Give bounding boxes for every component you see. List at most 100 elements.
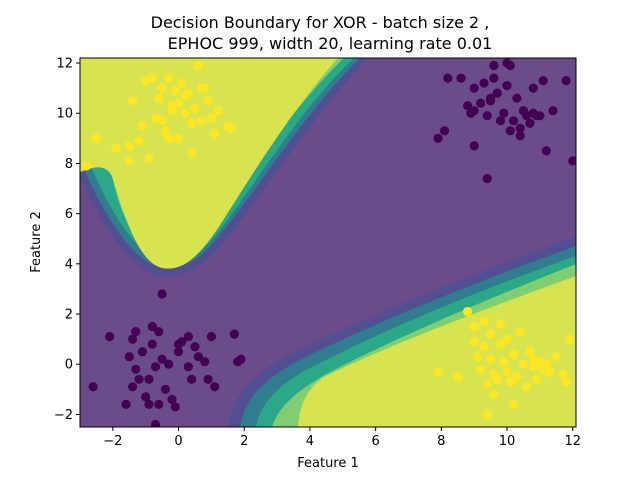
y-axis-label: Feature 2 (29, 211, 44, 273)
plot-frame (79, 57, 577, 428)
data-point-class-1-group-0-38 (167, 106, 177, 116)
data-point-class-0-group-2-25 (173, 347, 184, 357)
data-point-class-0-group-3-35 (505, 60, 515, 71)
data-point-class-0-group-2-5 (128, 382, 138, 392)
data-point-class-1-group-0-16 (164, 133, 174, 143)
data-point-class-1-group-0-2 (111, 143, 121, 153)
x-axis-label: Feature 1 (297, 456, 359, 471)
data-point-class-1-group-0-25 (187, 148, 197, 158)
data-point-class-1-group-1-2 (463, 306, 473, 317)
data-point-class-0-group-3-8 (469, 83, 479, 93)
data-point-class-0-group-2-36 (210, 382, 220, 392)
data-point-class-0-group-3-25 (525, 118, 535, 128)
data-point-class-1-group-1-16 (502, 334, 512, 344)
axes: −2 0 2 4 6 8 10 12 −2 0 2 4 6 8 10 12 (54, 57, 581, 449)
data-point-class-0-group-2-4 (128, 334, 138, 344)
data-point-class-1-group-0-5 (128, 96, 138, 106)
chart-title-line-2: EPHOC 999, width 20, learning rate 0.01 (168, 34, 493, 53)
data-point-class-0-group-2-33 (200, 357, 210, 367)
data-point-class-1-group-1-35 (508, 399, 519, 409)
data-point-class-1-group-1-13 (495, 319, 506, 329)
data-point-class-1-group-0-11 (154, 93, 164, 103)
data-point-class-1-group-1-30 (558, 369, 568, 379)
data-point-class-1-group-0-6 (134, 136, 144, 146)
data-point-class-0-group-3-33 (568, 156, 576, 166)
data-point-class-0-group-3-11 (482, 173, 492, 184)
y-tick-label: 6 (65, 207, 73, 222)
data-point-class-0-group-3-2 (443, 73, 453, 83)
data-point-class-0-group-2-19 (157, 289, 167, 299)
data-point-class-1-group-1-37 (486, 329, 496, 339)
data-point-class-1-group-0-21 (177, 78, 187, 88)
data-point-class-1-group-1-39 (541, 359, 552, 369)
data-point-class-1-group-0-20 (173, 133, 184, 143)
x-tick-label: 10 (499, 434, 516, 449)
data-point-class-1-group-1-36 (469, 337, 479, 347)
region-class-1-upper-left (80, 58, 338, 269)
data-point-class-1-group-0-27 (193, 60, 203, 71)
data-point-class-1-group-0-31 (203, 96, 213, 106)
data-point-class-1-group-1-6 (479, 342, 489, 352)
data-point-class-0-group-3-21 (512, 93, 522, 103)
y-tick-label: 4 (65, 257, 73, 272)
data-point-class-1-group-0-24 (187, 118, 197, 128)
data-point-class-1-group-1-3 (469, 322, 479, 332)
data-point-class-0-group-2-37 (229, 329, 239, 339)
x-axis-ticks: −2 0 2 4 6 8 10 12 (103, 427, 581, 449)
data-point-class-1-group-0-1 (91, 133, 101, 143)
data-point-class-1-group-0-30 (200, 83, 210, 93)
data-point-class-0-group-3-39 (528, 108, 538, 118)
data-point-class-0-group-2-15 (150, 362, 161, 372)
y-tick-label: 2 (65, 308, 73, 323)
x-tick-label: −2 (103, 434, 122, 449)
data-point-class-0-group-3-3 (456, 73, 466, 83)
data-point-class-0-group-3-7 (469, 106, 479, 116)
data-point-class-1-group-1-5 (476, 364, 486, 374)
data-point-class-0-group-2-31 (190, 342, 200, 352)
x-tick-label: 6 (371, 434, 379, 449)
data-point-class-1-group-0-12 (157, 83, 167, 93)
x-tick-label: 0 (174, 434, 182, 449)
region-lower-right (228, 236, 576, 427)
data-point-class-0-group-2-12 (144, 399, 154, 409)
data-point-class-0-group-3-32 (561, 76, 571, 86)
data-point-class-1-group-0-18 (170, 86, 180, 96)
data-point-class-0-group-2-10 (141, 392, 151, 402)
data-point-class-0-group-2-6 (131, 364, 141, 374)
data-point-class-0-group-2-32 (193, 352, 203, 362)
data-point-class-0-group-3-9 (479, 78, 489, 88)
data-point-class-1-group-0-37 (180, 91, 190, 101)
data-point-class-1-group-1-32 (564, 334, 575, 344)
data-point-class-1-group-1-29 (551, 352, 561, 362)
data-point-class-0-group-2-22 (164, 359, 174, 369)
data-point-class-1-group-1-15 (502, 367, 512, 377)
data-point-class-0-group-3-1 (440, 126, 450, 136)
data-point-class-1-group-0-4 (124, 141, 134, 151)
data-point-class-1-group-0-3 (124, 156, 134, 166)
data-point-class-0-group-3-16 (499, 108, 509, 118)
data-point-class-0-group-2-28 (183, 332, 193, 342)
data-point-class-1-group-0-39 (147, 73, 157, 83)
data-point-class-1-group-0-9 (144, 153, 154, 163)
data-point-class-0-group-3-31 (548, 106, 558, 116)
data-point-class-1-group-1-0 (433, 367, 443, 377)
data-point-class-0-group-3-22 (515, 131, 525, 141)
data-point-class-0-group-2-21 (160, 384, 170, 394)
data-point-class-0-group-3-26 (528, 83, 538, 93)
data-point-class-0-group-2-17 (154, 399, 164, 409)
data-point-class-0-group-2-9 (137, 347, 147, 357)
data-point-class-0-group-3-0 (433, 133, 443, 143)
x-tick-label: 2 (240, 434, 248, 449)
data-point-class-0-group-2-3 (124, 352, 134, 362)
region-upper-left (80, 58, 368, 277)
data-point-class-0-group-2-27 (177, 337, 187, 347)
data-point-class-0-group-2-2 (121, 399, 131, 409)
data-point-class-1-group-1-17 (505, 377, 515, 387)
data-point-class-1-group-1-18 (508, 349, 519, 359)
data-point-class-0-group-2-14 (147, 322, 157, 332)
data-point-class-0-group-2-8 (134, 374, 144, 384)
data-point-class-1-group-1-21 (518, 359, 529, 369)
scatter-points (82, 58, 576, 427)
x-tick-label: 8 (437, 434, 445, 449)
